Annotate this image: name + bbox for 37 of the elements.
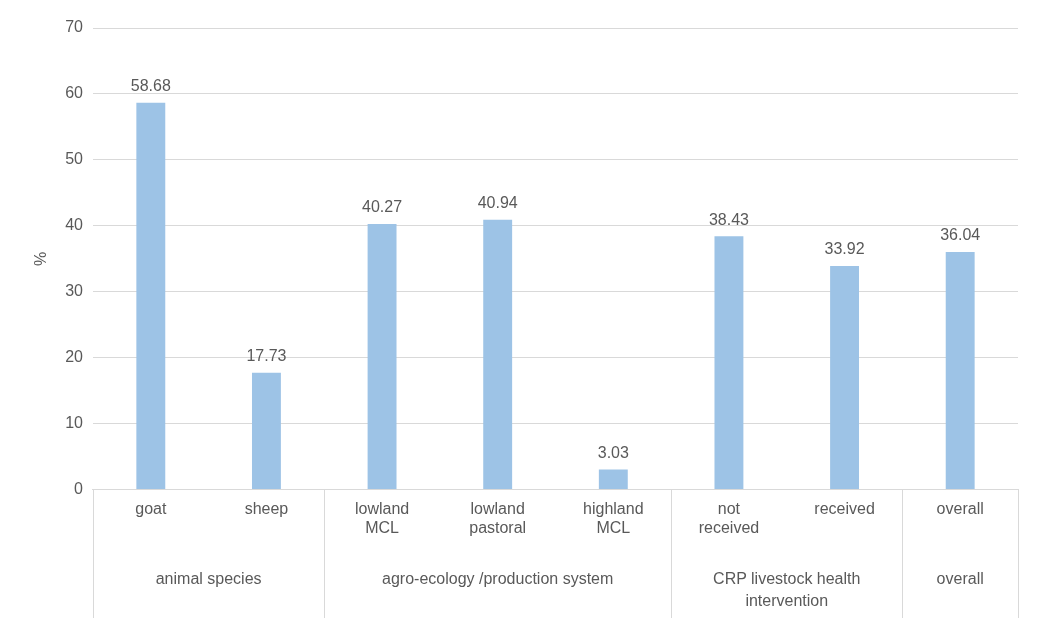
data-label: 3.03 [597,444,629,462]
data-label: 33.92 [824,240,865,258]
y-tick-label: 70 [65,18,84,36]
data-label: 40.94 [477,194,518,212]
y-tick-label: 30 [65,282,84,300]
text: CRP livestock health intervention [713,570,861,610]
y-tick-label: 50 [65,150,84,168]
data-label: 36.04 [940,226,981,244]
x-tick-label: not received [698,499,760,536]
data-label: 58.68 [130,77,171,95]
x-tick-label: lowland MCL [354,499,410,536]
x-tick-label: goat [135,499,167,517]
x-tick-label: overall [936,499,984,517]
bar [367,224,397,490]
y-tick-label: 20 [65,348,84,366]
x-tick-label: received [814,499,875,517]
data-label: 40.27 [362,198,403,216]
y-axis-title: % [32,251,50,266]
bar [598,469,628,490]
y-tick-label: 40 [65,216,84,234]
x-tick-label: highland MCL [583,499,644,536]
text: animal species [155,570,262,588]
bar [830,265,860,490]
bar [483,219,513,490]
data-label: 38.43 [708,210,750,228]
x-tick-label: lowland pastoral [469,499,527,536]
y-tick-label: 60 [65,84,84,102]
x-tick-label: sheep [244,499,289,517]
y-tick-label: 10 [65,414,84,432]
bar [945,251,975,490]
text: agro-ecology /production system [382,570,614,588]
text: overall [936,570,984,588]
data-label: 17.73 [246,347,287,365]
bar [136,102,166,490]
bar [714,236,744,490]
y-tick-label: 0 [74,480,84,498]
bar [251,372,281,490]
